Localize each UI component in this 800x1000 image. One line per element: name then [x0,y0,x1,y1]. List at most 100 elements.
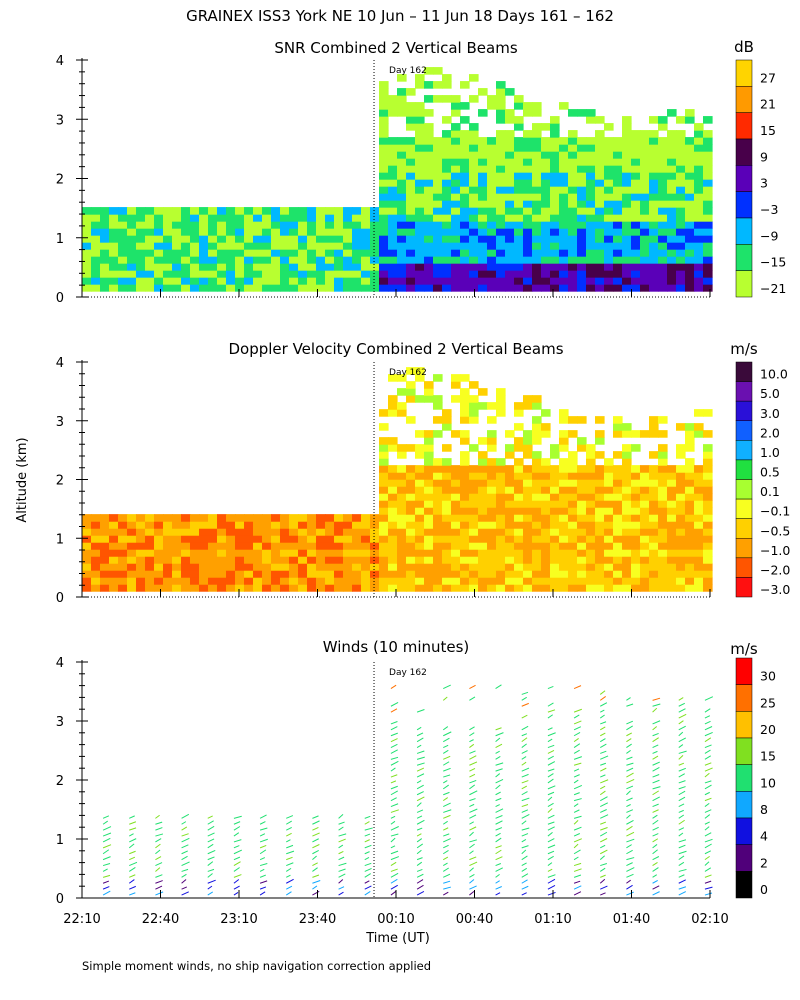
heatmap-cell [91,221,101,229]
colorbar-swatch [735,361,753,382]
wind-barb [495,784,501,790]
heatmap-cell [361,570,371,578]
heatmap-cell [316,514,326,522]
heatmap-cell [649,430,659,438]
heatmap-cell [199,577,209,585]
heatmap-cell [406,221,416,229]
heatmap-cell [595,563,605,571]
heatmap-cell [514,179,524,187]
heatmap-cell [352,284,362,292]
heatmap-cell [505,514,515,522]
colorbar-label: −21 [760,281,786,296]
heatmap-cell [550,284,560,292]
wind-barb [704,772,710,778]
heatmap-cell [451,521,461,529]
heatmap-cell [487,95,497,103]
heatmap-cell [451,465,461,473]
wind-barb [259,857,266,861]
heatmap-cell [523,437,533,445]
heatmap-cell [424,144,434,152]
heatmap-cell [136,249,146,257]
heatmap-cell [703,409,713,417]
panel-2: Doppler Velocity Combined 2 Vertical Bea… [56,340,791,606]
heatmap-cell [586,249,596,257]
heatmap-cell [451,479,461,487]
heatmap-cell [298,549,308,557]
heatmap-cell [532,172,542,180]
heatmap-cell [244,556,254,564]
heatmap-cell [595,577,605,585]
heatmap-cell [379,444,389,452]
heatmap-cell [694,158,704,166]
heatmap-cell [280,228,290,236]
heatmap-cell [451,381,461,389]
heatmap-cell [172,549,182,557]
heatmap-cell [424,500,434,508]
heatmap-cell [316,535,326,543]
heatmap-cell [190,563,200,571]
colorbar-swatch [735,59,753,87]
heatmap-cell [442,95,452,103]
heatmap-cell [559,409,569,417]
colorbar-unit: m/s [730,340,758,358]
heatmap-cell [541,158,551,166]
heatmap-cell [262,221,272,229]
heatmap-cell [694,235,704,243]
wind-barb [678,839,687,843]
heatmap-cell [244,521,254,529]
heatmap-cell [154,514,164,522]
heatmap-cell [676,423,686,431]
heatmap-cell [541,221,551,229]
heatmap-cell [676,137,686,145]
heatmap-cell [577,549,587,557]
heatmap-cell [181,563,191,571]
heatmap-cell [559,221,569,229]
heatmap-cell [379,116,389,124]
heatmap-cell [496,242,506,250]
colorbar-label: 25 [760,695,776,710]
wind-barb [678,767,686,772]
heatmap-cell [190,542,200,550]
colorbar-label: 0.1 [760,484,780,499]
heatmap-cell [694,228,704,236]
wind-barb [416,762,425,766]
wind-barb [600,762,607,766]
heatmap-cell [514,507,524,515]
heatmap-cell [460,256,470,264]
heatmap-cell [208,235,218,243]
wind-barb [704,744,712,749]
heatmap-cell [406,381,416,389]
heatmap-cell [640,556,650,564]
wind-barb [259,868,265,872]
wind-barb [207,838,215,843]
heatmap-cell [505,200,515,208]
heatmap-cell [136,242,146,250]
heatmap-cell [667,200,677,208]
wind-barb [155,880,163,884]
heatmap-cell [361,256,371,264]
heatmap-cell [298,535,308,543]
heatmap-cell [586,116,596,124]
heatmap-cell [649,521,659,529]
heatmap-cell [280,584,290,592]
heatmap-cell [145,263,155,271]
wind-barb [442,761,450,766]
wind-barb [390,708,398,713]
heatmap-cell [676,563,686,571]
heatmap-cell [541,500,551,508]
heatmap-cell [181,528,191,536]
heatmap-cell [415,535,425,543]
wind-barb [416,884,424,890]
heatmap-cell [379,172,389,180]
heatmap-cell [235,277,245,285]
heatmap-cell [424,200,434,208]
wind-barb [416,827,423,831]
heatmap-cell [685,200,695,208]
heatmap-cell [388,242,398,250]
heatmap-cell [397,472,407,480]
wind-barb [390,774,398,778]
heatmap-cell [487,249,497,257]
heatmap-cell [667,549,677,557]
heatmap-cell [424,437,434,445]
heatmap-cell [280,570,290,578]
